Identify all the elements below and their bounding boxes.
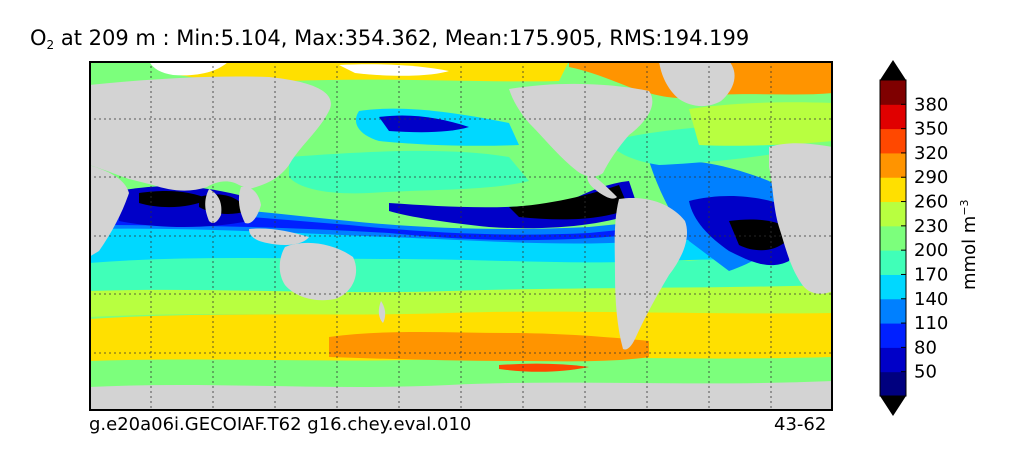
land-central-america: [587, 173, 617, 199]
colorbar-under-triangle: [880, 396, 906, 416]
colorbar-tick-label: 110: [914, 313, 948, 334]
colorbar-tick-label: 290: [914, 167, 948, 188]
land-greenland: [659, 61, 735, 107]
colorbar-ticks: 50 80 110 140 170 200 230 260 290 320 350 380: [901, 94, 948, 383]
years-label: 43-62: [774, 414, 827, 435]
land-indonesia: [249, 228, 309, 245]
colorbar-tick-label: 350: [914, 119, 948, 140]
ocean-band-orange-south: [329, 332, 649, 362]
colorbar-tick-label: 320: [914, 143, 948, 164]
land-europe-africa: [769, 143, 833, 294]
map-gridlines: [89, 61, 833, 411]
colorbar-over-triangle: [880, 60, 906, 80]
colorbar-tick-label: 380: [914, 94, 948, 115]
sea-ice-canada: [339, 64, 449, 76]
colorbar-segment: [880, 201, 906, 227]
colorbar-segment: [880, 323, 906, 348]
colorbar: 50 80 110 140 170 200 230 260 290 320 350 380: [879, 60, 948, 416]
colorbar-tick-label: 230: [914, 216, 948, 237]
colorbar-segment: [880, 274, 906, 300]
colorbar-tick-label: 50: [914, 362, 937, 383]
colorbar-segments: [879, 60, 907, 416]
colorbar-segment: [880, 177, 906, 203]
colorbar-tick-label: 140: [914, 289, 948, 310]
colorbar-segment: [880, 225, 906, 251]
colorbar-tick-label: 200: [914, 240, 948, 261]
sea-ice-arctic: [149, 61, 229, 76]
land-new-zealand: [378, 301, 386, 323]
plot-title: O2 at 209 m : Min:5.104, Max:354.362, Me…: [30, 26, 750, 52]
land-eurasia: [89, 76, 331, 191]
ocean-band-pac-omz-core: [509, 185, 629, 220]
ocean-band-natl-green: [689, 102, 833, 146]
colorbar-segment: [880, 80, 906, 105]
land-north-america: [509, 83, 653, 177]
ocean-band-northpac-deepblue: [379, 115, 469, 133]
colorbar-segment: [880, 347, 906, 373]
land-africa-east: [89, 165, 129, 257]
colorbar-tick-label: 260: [914, 192, 948, 213]
colorbar-unit-label: mmol m−3: [958, 199, 980, 290]
colorbar-segment: [880, 104, 906, 130]
colorbar-segment: [880, 128, 906, 154]
ocean-band-atl-black: [729, 219, 794, 251]
land-south-america: [614, 197, 688, 350]
ocean-oxygen-map: [89, 61, 833, 411]
colorbar-segment: [880, 152, 906, 178]
map-border: [89, 61, 833, 411]
colorbar-border: [879, 79, 907, 397]
colorbar-segment: [880, 298, 906, 324]
land-se-asia: [238, 186, 261, 224]
ocean-band-indian-black: [139, 191, 209, 208]
colorbar-segment: [880, 250, 906, 275]
colorbar-segment: [880, 371, 906, 397]
case-name-label: g.e20a06i.GECOIAF.T62 g16.chey.eval.010: [89, 414, 472, 435]
ocean-band-northpac-cyan: [289, 150, 529, 194]
colorbar-tick-label: 170: [914, 264, 948, 285]
ocean-band-red-south: [499, 363, 589, 372]
colorbar-tick-label: 80: [914, 337, 937, 358]
